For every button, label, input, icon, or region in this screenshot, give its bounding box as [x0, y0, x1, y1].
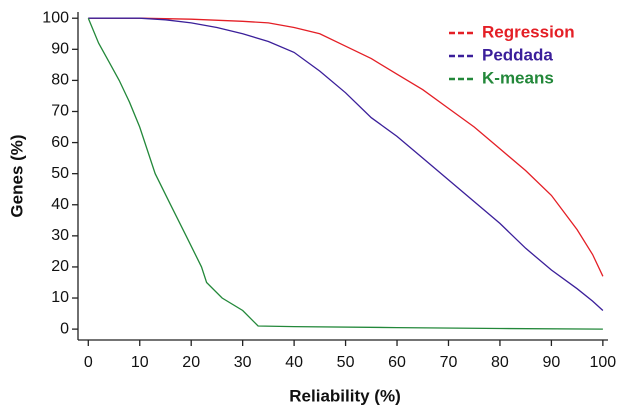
x-tick-label: 0 [84, 354, 93, 371]
x-tick-label: 40 [285, 354, 303, 371]
x-tick-label: 90 [542, 354, 560, 371]
line [88, 17, 604, 311]
x-tick-label: 60 [388, 354, 406, 371]
x-tick-label: 100 [590, 354, 617, 371]
y-tick-label: 10 [51, 289, 69, 306]
legend-label: K-means [482, 68, 554, 87]
y-tick-label: 20 [51, 258, 69, 275]
legend-label: Regression [482, 22, 575, 41]
y-tick-label: 60 [51, 134, 69, 151]
legend-label: Peddada [482, 45, 553, 64]
y-tick-label: 70 [51, 103, 69, 120]
y-tick-label: 0 [60, 320, 69, 337]
x-tick-label: 20 [182, 354, 200, 371]
y-tick-label: 30 [51, 227, 69, 244]
x-tick-label: 80 [491, 354, 509, 371]
x-axis-label: Reliability (%) [289, 386, 400, 405]
x-tick-label: 10 [131, 354, 149, 371]
y-tick-label: 40 [51, 196, 69, 213]
x-tick-label: 70 [440, 354, 458, 371]
line [87, 17, 603, 330]
x-tick-label: 50 [337, 354, 355, 371]
y-tick-label: 100 [42, 9, 69, 26]
y-tick-label: 90 [51, 41, 69, 58]
line [88, 17, 604, 277]
y-tick-label: 80 [51, 72, 69, 89]
x-tick-label: 30 [234, 354, 252, 371]
y-axis-label: Genes (%) [7, 134, 26, 217]
y-tick-label: 50 [51, 165, 69, 182]
